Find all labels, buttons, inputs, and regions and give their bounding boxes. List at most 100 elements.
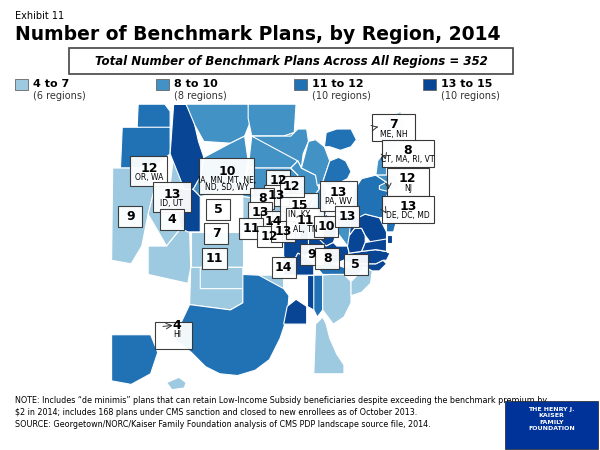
Polygon shape — [137, 104, 170, 133]
Polygon shape — [112, 168, 155, 264]
Polygon shape — [284, 196, 323, 264]
Polygon shape — [121, 127, 170, 168]
Polygon shape — [173, 274, 289, 376]
Polygon shape — [291, 161, 319, 196]
Polygon shape — [394, 179, 399, 189]
Text: IN, KY: IN, KY — [288, 210, 310, 219]
Polygon shape — [376, 154, 386, 175]
Polygon shape — [314, 275, 323, 317]
Text: PA, WV: PA, WV — [325, 198, 352, 207]
Text: AL, TN: AL, TN — [293, 225, 317, 234]
Text: 14: 14 — [275, 261, 292, 274]
Text: 11: 11 — [242, 222, 260, 235]
Polygon shape — [173, 104, 252, 143]
Text: 9: 9 — [126, 210, 135, 223]
Polygon shape — [243, 196, 299, 239]
Text: 14: 14 — [264, 215, 282, 228]
FancyBboxPatch shape — [335, 206, 359, 227]
Text: 13: 13 — [251, 206, 269, 219]
Text: 12: 12 — [269, 174, 287, 187]
FancyBboxPatch shape — [265, 185, 289, 206]
Text: (6 regions): (6 regions) — [33, 91, 86, 101]
FancyBboxPatch shape — [206, 198, 230, 220]
Text: 4: 4 — [173, 319, 182, 332]
Text: 13 to 15: 13 to 15 — [441, 79, 493, 89]
Polygon shape — [248, 133, 298, 168]
FancyBboxPatch shape — [153, 182, 191, 212]
FancyBboxPatch shape — [505, 401, 598, 449]
Text: 7: 7 — [389, 118, 398, 131]
Polygon shape — [308, 182, 326, 239]
Text: 13: 13 — [274, 225, 292, 238]
Text: Number of Benchmark Plans, by Region, 2014: Number of Benchmark Plans, by Region, 20… — [15, 25, 500, 44]
Text: 9: 9 — [308, 248, 316, 261]
Polygon shape — [376, 175, 397, 182]
Text: 11 to 12: 11 to 12 — [312, 79, 364, 89]
Polygon shape — [344, 250, 390, 264]
Text: Total Number of Benchmark Plans Across All Regions = 352: Total Number of Benchmark Plans Across A… — [95, 55, 487, 68]
FancyBboxPatch shape — [160, 209, 184, 230]
Polygon shape — [193, 136, 248, 196]
Polygon shape — [284, 299, 307, 324]
FancyBboxPatch shape — [271, 221, 295, 242]
Text: NOTE: Includes “de minimis” plans that can retain Low-Income Subsidy beneficiari: NOTE: Includes “de minimis” plans that c… — [15, 396, 547, 429]
FancyBboxPatch shape — [199, 158, 254, 194]
Polygon shape — [351, 267, 373, 296]
Polygon shape — [349, 214, 390, 253]
Polygon shape — [351, 175, 390, 218]
Polygon shape — [190, 267, 243, 310]
Text: OR, WA: OR, WA — [134, 173, 163, 182]
FancyBboxPatch shape — [250, 188, 274, 209]
FancyBboxPatch shape — [202, 248, 227, 270]
Text: (8 regions): (8 regions) — [174, 91, 227, 101]
Text: 12: 12 — [283, 180, 301, 193]
Polygon shape — [167, 377, 186, 390]
Text: CT, MA, RI, VT: CT, MA, RI, VT — [381, 155, 434, 164]
Polygon shape — [319, 214, 337, 246]
Text: 12: 12 — [261, 230, 278, 243]
Text: HI: HI — [173, 330, 181, 339]
Polygon shape — [314, 317, 344, 374]
Text: 12: 12 — [399, 172, 416, 185]
Polygon shape — [383, 133, 390, 161]
Polygon shape — [337, 211, 358, 246]
FancyBboxPatch shape — [155, 322, 192, 349]
Text: 11: 11 — [206, 252, 223, 266]
FancyBboxPatch shape — [280, 193, 317, 223]
Polygon shape — [191, 232, 243, 267]
Polygon shape — [379, 182, 394, 191]
Text: THE HENRY J.
KAISER
FAMILY
FOUNDATION: THE HENRY J. KAISER FAMILY FOUNDATION — [528, 407, 575, 431]
Polygon shape — [252, 129, 308, 168]
FancyBboxPatch shape — [248, 202, 272, 223]
Text: ND, SD, WY: ND, SD, WY — [205, 183, 249, 192]
Text: ME, NH: ME, NH — [380, 130, 407, 139]
Text: 8: 8 — [323, 252, 332, 266]
Text: 4: 4 — [167, 213, 176, 226]
Text: 7: 7 — [212, 227, 221, 240]
FancyBboxPatch shape — [204, 223, 229, 244]
Text: 13: 13 — [338, 210, 355, 223]
Polygon shape — [386, 214, 397, 232]
FancyBboxPatch shape — [257, 226, 281, 247]
Text: ID, UT: ID, UT — [160, 198, 184, 207]
Bar — [294, 79, 307, 90]
FancyBboxPatch shape — [272, 257, 296, 279]
Text: 13: 13 — [268, 189, 285, 202]
Polygon shape — [170, 186, 200, 232]
FancyBboxPatch shape — [382, 196, 434, 223]
Text: 8: 8 — [258, 192, 266, 205]
Text: Exhibit 11: Exhibit 11 — [15, 11, 64, 21]
Polygon shape — [323, 274, 351, 324]
FancyBboxPatch shape — [266, 170, 290, 191]
Polygon shape — [243, 168, 299, 203]
FancyBboxPatch shape — [130, 156, 167, 186]
Polygon shape — [284, 253, 314, 275]
Bar — [423, 79, 436, 90]
Text: NJ: NJ — [404, 184, 412, 193]
Polygon shape — [301, 140, 330, 186]
Polygon shape — [112, 335, 158, 384]
Polygon shape — [344, 260, 386, 271]
Polygon shape — [314, 253, 365, 274]
FancyBboxPatch shape — [373, 114, 415, 141]
Text: (10 regions): (10 regions) — [312, 91, 371, 101]
